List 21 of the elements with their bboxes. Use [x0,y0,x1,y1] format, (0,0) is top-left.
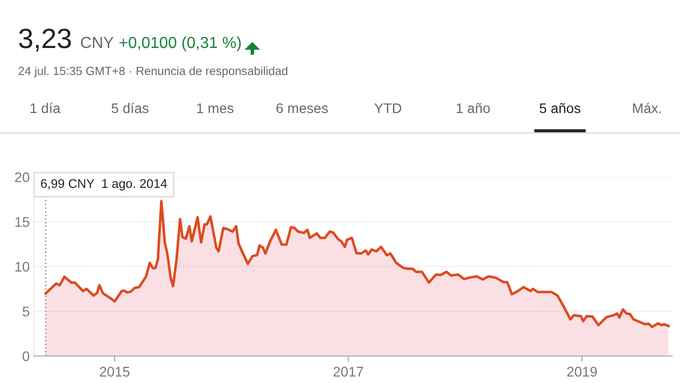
y-tick-label: 20 [15,172,30,182]
text: Máx. [633,102,661,114]
x-tick-label: 2019 [567,366,597,377]
text: 1 año [456,103,490,114]
y-tick-label: 0 [22,351,30,362]
chart-subtitle: 24 jul. 15:35 GMT+8 · Renuncia de responsabilidad [18,66,288,78]
chart-title: 3,23 [19,28,71,52]
x-tick-label: 2015 [100,366,130,377]
text: 6 meses [276,103,328,114]
text: 5 días [112,102,148,114]
annotation: 6,99 CNY 1 ago. 2014 [41,179,167,190]
y-tick-label: 5 [22,306,30,316]
text: +0,0100 (0,31 %) [120,36,241,52]
text: YTD [374,103,402,113]
y-tick-label: 15 [15,217,30,227]
x-tick-label: 2017 [334,366,364,377]
text: 1 mes [197,103,234,114]
text: CNY [80,36,114,48]
y-tick-label: 10 [15,262,30,272]
text: 1 día [30,102,60,114]
text: 5 años [540,103,580,114]
